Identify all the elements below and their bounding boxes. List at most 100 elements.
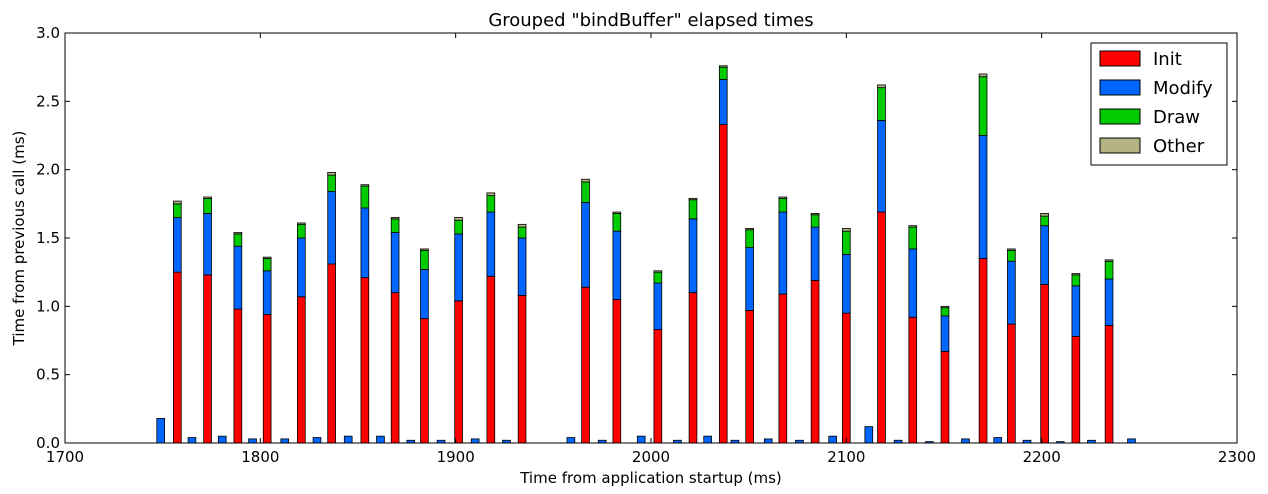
bar-modify-14 — [653, 282, 663, 330]
bar-init-11 — [517, 294, 527, 444]
bar-other-14 — [653, 270, 663, 273]
bar-modify-11 — [517, 237, 527, 296]
y-tick-label-0: 0.0 — [36, 434, 60, 452]
bar-init-27 — [1071, 335, 1081, 444]
bar-other-28 — [1104, 259, 1114, 262]
small-bar-modify-25 — [993, 437, 1003, 444]
y-tick-label-1: 0.5 — [36, 366, 60, 384]
bar-other-6 — [360, 184, 370, 187]
bar-draw-24 — [978, 76, 988, 136]
bar-draw-15 — [688, 199, 698, 220]
bar-modify-20 — [842, 253, 851, 314]
x-tick-label-3: 2000 — [632, 448, 670, 466]
bar-draw-0 — [173, 203, 182, 218]
small-bar-modify-4 — [280, 438, 290, 444]
bar-other-12 — [581, 178, 590, 183]
bar-draw-13 — [612, 212, 622, 232]
bar-other-16 — [718, 65, 728, 68]
legend-label-draw: Draw — [1153, 107, 1200, 128]
x-tick-label-5: 2200 — [1023, 448, 1061, 466]
bar-other-2 — [233, 232, 243, 235]
bar-other-21 — [877, 84, 886, 89]
bar-init-7 — [390, 292, 400, 444]
bar-other-5 — [327, 171, 336, 176]
bar-draw-17 — [745, 229, 754, 248]
small-bar-modify-0 — [156, 417, 166, 444]
x-axis-label: Time from application startup (ms) — [519, 469, 782, 487]
bar-modify-25 — [1007, 260, 1016, 325]
bar-modify-2 — [233, 245, 243, 310]
bars-group — [156, 65, 1136, 444]
bar-init-28 — [1104, 325, 1114, 444]
small-bar-modify-18 — [763, 438, 773, 444]
bar-modify-16 — [718, 79, 728, 125]
legend: Init Modify Draw Other — [1090, 42, 1228, 166]
bar-modify-26 — [1040, 225, 1049, 285]
x-tick-label-2: 1900 — [437, 448, 475, 466]
legend-label-other: Other — [1153, 136, 1205, 157]
bar-draw-14 — [653, 271, 663, 284]
legend-swatch-other — [1099, 137, 1141, 154]
bar-other-19 — [810, 212, 820, 216]
y-axis-label: Time from previous call (ms) — [10, 131, 28, 347]
bar-draw-9 — [454, 219, 463, 235]
legend-label-modify: Modify — [1153, 78, 1213, 99]
bar-init-21 — [877, 211, 886, 444]
chart-title: Grouped "bindBuffer" elapsed times — [488, 10, 813, 31]
bar-modify-10 — [486, 211, 496, 277]
bar-init-9 — [454, 300, 463, 444]
bar-init-8 — [420, 318, 429, 444]
small-bar-modify-12 — [566, 437, 576, 444]
bar-init-15 — [688, 292, 698, 444]
small-bar-modify-24 — [961, 438, 970, 444]
small-bar-modify-14 — [636, 435, 646, 444]
bar-draw-18 — [778, 197, 788, 213]
bar-other-13 — [612, 211, 622, 214]
bar-modify-19 — [810, 226, 820, 281]
bar-other-4 — [297, 222, 306, 225]
bar-init-19 — [810, 279, 820, 444]
bar-init-14 — [653, 329, 663, 444]
legend-swatch-modify — [1099, 79, 1141, 96]
bar-init-10 — [486, 275, 496, 444]
bar-other-23 — [940, 305, 950, 309]
bar-init-4 — [297, 296, 306, 444]
bar-modify-24 — [978, 135, 988, 259]
small-bar-modify-29 — [1127, 438, 1136, 444]
bar-init-2 — [233, 308, 243, 444]
bar-modify-23 — [940, 315, 950, 352]
small-bar-modify-6 — [343, 435, 353, 444]
bar-draw-27 — [1071, 274, 1081, 287]
small-bar-modify-20 — [828, 435, 837, 444]
bar-init-5 — [327, 263, 336, 444]
bar-init-23 — [940, 351, 950, 444]
bar-draw-4 — [297, 223, 306, 239]
small-bar-modify-21 — [864, 426, 874, 444]
bar-other-24 — [978, 73, 988, 78]
bar-init-6 — [360, 277, 370, 444]
bar-other-18 — [778, 196, 788, 199]
bar-modify-22 — [908, 248, 918, 318]
bar-init-25 — [1007, 323, 1016, 444]
bar-draw-21 — [877, 87, 886, 121]
bar-other-20 — [842, 228, 851, 232]
bar-init-0 — [173, 271, 182, 444]
bar-other-3 — [262, 256, 272, 259]
x-tick-label-0: 1700 — [46, 448, 84, 466]
y-tick-label-2: 1.0 — [36, 297, 60, 315]
bar-modify-15 — [688, 218, 698, 294]
y-tick-label-4: 2.0 — [36, 161, 60, 179]
bar-other-26 — [1040, 212, 1049, 217]
bar-modify-13 — [612, 230, 622, 300]
y-tick-label-5: 2.5 — [36, 92, 60, 110]
bar-other-27 — [1071, 273, 1081, 276]
legend-swatch-init — [1099, 50, 1141, 67]
bar-modify-7 — [390, 232, 400, 294]
bar-modify-8 — [420, 269, 429, 320]
bar-other-7 — [390, 217, 400, 220]
legend-label-init: Init — [1153, 49, 1182, 70]
bar-modify-4 — [297, 237, 306, 298]
bar-other-15 — [688, 197, 698, 201]
legend-swatch-draw — [1099, 108, 1141, 125]
